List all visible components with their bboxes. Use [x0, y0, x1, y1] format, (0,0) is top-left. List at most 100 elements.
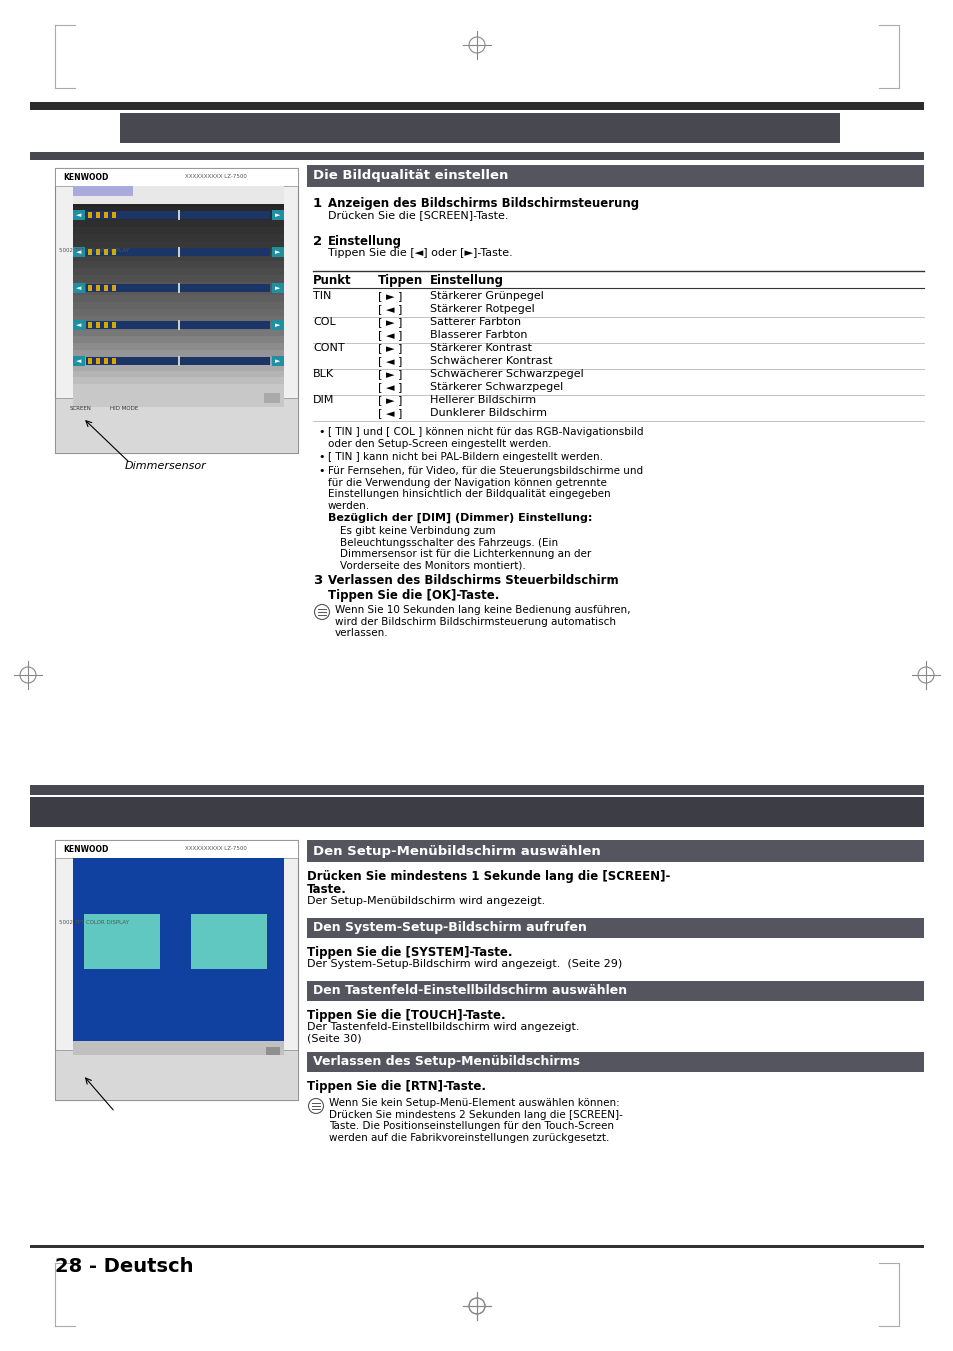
Bar	[112, 322, 116, 328]
Text: DIM: DIM	[313, 394, 334, 405]
Bar	[96, 249, 100, 254]
Text: Schwächerer Kontrast: Schwächerer Kontrast	[430, 357, 552, 366]
Bar	[73, 316, 284, 324]
Bar	[178, 320, 180, 330]
Bar	[120, 113, 840, 143]
Bar	[73, 247, 284, 255]
Text: Einstellung: Einstellung	[430, 274, 503, 286]
Bar	[112, 285, 116, 292]
Text: Den System-Setup-Bildschirm aufrufen: Den System-Setup-Bildschirm aufrufen	[313, 921, 586, 935]
Bar	[96, 322, 100, 328]
Bar	[73, 309, 284, 317]
Text: Tippen Sie die [OK]-Taste.: Tippen Sie die [OK]-Taste.	[328, 589, 498, 603]
Text: [ ◄ ]: [ ◄ ]	[377, 408, 402, 417]
Text: 5002 TFT COLOR DISPLAY: 5002 TFT COLOR DISPLAY	[59, 249, 129, 253]
Bar	[73, 389, 284, 407]
Bar	[73, 254, 284, 262]
Text: 3: 3	[313, 574, 322, 586]
Text: Den Setup-Menübildschirm auswählen: Den Setup-Menübildschirm auswählen	[313, 844, 600, 858]
Bar	[104, 212, 108, 218]
Bar	[307, 917, 923, 938]
Text: COL: COL	[313, 317, 335, 327]
Bar	[73, 186, 284, 193]
Text: Bezüglich der [DIM] (Dimmer) Einstellung:: Bezüglich der [DIM] (Dimmer) Einstellung…	[328, 513, 592, 523]
Text: ◄: ◄	[76, 322, 82, 328]
Text: Den Tastenfeld-Einstellbildschirm auswählen: Den Tastenfeld-Einstellbildschirm auswäh…	[313, 985, 626, 997]
Bar	[73, 350, 284, 358]
Bar	[266, 1047, 280, 1055]
Bar	[178, 357, 180, 366]
Bar	[73, 186, 132, 196]
Text: •: •	[317, 427, 324, 436]
Bar	[73, 274, 284, 282]
Bar	[73, 363, 284, 372]
Bar	[104, 322, 108, 328]
Bar	[73, 247, 85, 257]
Text: Punkt: Punkt	[313, 274, 352, 286]
Text: TIN: TIN	[313, 290, 331, 301]
Bar	[73, 209, 85, 220]
Text: 2: 2	[313, 235, 322, 249]
Bar	[84, 913, 159, 969]
Text: [ ► ]: [ ► ]	[377, 394, 402, 405]
Bar	[73, 267, 284, 276]
Text: Es gibt keine Verbindung zum
Beleuchtungsschalter des Fahrzeugs. (Ein
Dimmersens: Es gibt keine Verbindung zum Beleuchtung…	[339, 526, 591, 571]
Text: SCREEN: SCREEN	[70, 407, 91, 411]
Bar	[73, 284, 85, 293]
Text: Einstellung: Einstellung	[328, 235, 401, 249]
Bar	[73, 234, 284, 242]
Text: Stärkerer Grünpegel: Stärkerer Grünpegel	[430, 290, 543, 301]
Bar	[88, 358, 91, 365]
Bar	[178, 284, 180, 293]
Text: KENWOOD: KENWOOD	[63, 173, 109, 181]
Bar	[55, 168, 297, 453]
Text: Wenn Sie kein Setup-Menü-Element auswählen können:
Drücken Sie mindestens 2 Seku: Wenn Sie kein Setup-Menü-Element auswähl…	[329, 1098, 622, 1143]
Text: ►: ►	[275, 212, 280, 218]
Bar	[73, 320, 85, 330]
Text: Für Fernsehen, für Video, für die Steuerungsbildschirme und
für die Verwendung d: Für Fernsehen, für Video, für die Steuer…	[328, 466, 642, 511]
Bar	[30, 797, 923, 827]
Bar	[73, 343, 284, 351]
Text: [ ◄ ]: [ ◄ ]	[377, 330, 402, 340]
Bar	[73, 377, 284, 385]
Bar	[73, 289, 284, 296]
Bar	[73, 323, 284, 331]
Text: Drücken Sie die [SCREEN]-Taste.: Drücken Sie die [SCREEN]-Taste.	[328, 209, 508, 220]
Bar	[73, 370, 284, 378]
Bar	[88, 212, 91, 218]
Bar	[86, 358, 270, 365]
Text: •: •	[317, 466, 324, 476]
Text: Der System-Setup-Bildschirm wird angezeigt.  (Seite 29): Der System-Setup-Bildschirm wird angezei…	[307, 959, 621, 969]
Bar	[30, 1246, 923, 1248]
Text: ►: ►	[275, 358, 280, 365]
Bar	[73, 357, 85, 366]
Bar	[73, 357, 284, 365]
Text: ►: ►	[275, 285, 280, 292]
Text: ►: ►	[275, 322, 280, 328]
Text: [ TIN ] kann nicht bei PAL-Bildern eingestellt werden.: [ TIN ] kann nicht bei PAL-Bildern einge…	[328, 453, 602, 462]
Bar	[73, 261, 284, 269]
Bar	[73, 213, 284, 222]
Bar	[86, 247, 270, 255]
Bar	[178, 209, 180, 220]
Text: [ ► ]: [ ► ]	[377, 343, 402, 353]
Text: XXXXXXXXXX LZ-7500: XXXXXXXXXX LZ-7500	[185, 174, 247, 180]
Text: KENWOOD: KENWOOD	[63, 844, 109, 854]
Bar	[55, 840, 297, 858]
Bar	[73, 303, 284, 309]
Text: Taste.: Taste.	[307, 884, 347, 896]
Bar	[73, 858, 284, 1043]
Bar	[73, 200, 284, 208]
Text: HID MODE: HID MODE	[110, 407, 138, 411]
Bar	[73, 207, 284, 215]
Text: Blasserer Farbton: Blasserer Farbton	[430, 330, 527, 340]
Bar	[73, 384, 284, 392]
Text: ◄: ◄	[76, 358, 82, 365]
Text: •: •	[317, 453, 324, 462]
Text: ◄: ◄	[76, 212, 82, 218]
Bar	[86, 284, 270, 292]
Bar	[86, 320, 270, 328]
Text: Drücken Sie mindestens 1 Sekunde lang die [SCREEN]-: Drücken Sie mindestens 1 Sekunde lang di…	[307, 870, 670, 884]
Text: Hellerer Bildschirm: Hellerer Bildschirm	[430, 394, 536, 405]
Bar	[112, 358, 116, 365]
